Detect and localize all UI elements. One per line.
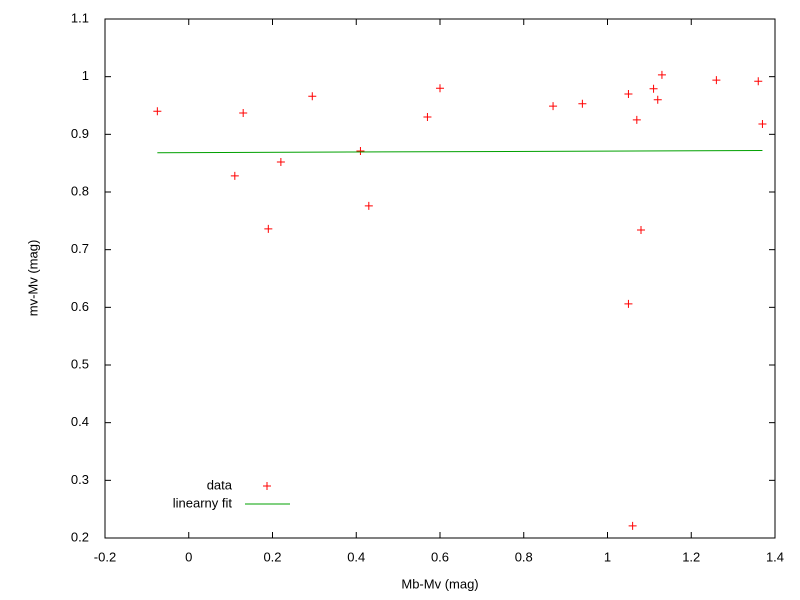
data-point bbox=[628, 521, 637, 530]
y-axis-label: mv-Mv (mag) bbox=[25, 240, 40, 317]
data-point bbox=[230, 171, 239, 180]
data-point bbox=[754, 77, 763, 86]
data-point bbox=[657, 70, 666, 79]
y-tick-label: 0.9 bbox=[71, 126, 89, 141]
x-axis-label: Mb-Mv (mag) bbox=[401, 576, 478, 591]
data-point bbox=[436, 84, 444, 93]
y-tick-label: 0.6 bbox=[71, 299, 89, 314]
data-point bbox=[549, 102, 558, 111]
data-point bbox=[356, 147, 365, 156]
y-tick-label: 0.5 bbox=[71, 356, 89, 371]
data-point bbox=[239, 108, 248, 117]
data-point bbox=[649, 84, 658, 93]
x-tick-label: 0.6 bbox=[431, 549, 449, 564]
fit-line bbox=[157, 149, 763, 154]
y-tick-label: 0.4 bbox=[71, 414, 89, 429]
data-point bbox=[624, 299, 633, 308]
x-tick-label: 1.4 bbox=[766, 549, 784, 564]
data-point bbox=[758, 119, 767, 128]
y-tick-label: 0.7 bbox=[71, 241, 89, 256]
data-point bbox=[624, 89, 633, 98]
data-point bbox=[276, 158, 285, 167]
data-point bbox=[264, 224, 273, 233]
legend-swatch bbox=[263, 482, 271, 490]
legend-label: linearny fit bbox=[173, 495, 233, 510]
data-point bbox=[637, 226, 645, 235]
data-point bbox=[153, 107, 162, 116]
y-tick-label: 1 bbox=[82, 68, 89, 83]
x-tick-label: 0.8 bbox=[515, 549, 533, 564]
data-point bbox=[423, 113, 432, 122]
x-tick-label: -0.2 bbox=[94, 549, 116, 564]
data-point bbox=[364, 201, 373, 210]
data-point bbox=[653, 95, 662, 104]
x-tick-label: 1 bbox=[604, 549, 611, 564]
data-point bbox=[632, 115, 641, 124]
y-tick-label: 0.3 bbox=[71, 472, 89, 487]
data-point bbox=[712, 76, 721, 85]
plot-frame bbox=[104, 18, 776, 539]
x-tick-label: 0.2 bbox=[263, 549, 281, 564]
y-tick-label: 0.2 bbox=[71, 529, 89, 544]
y-tick-label: 0.8 bbox=[71, 183, 89, 198]
legend-label: data bbox=[207, 477, 233, 492]
x-tick-label: 0.4 bbox=[347, 549, 365, 564]
x-tick-label: 0 bbox=[185, 549, 192, 564]
data-point bbox=[578, 99, 587, 108]
data-point bbox=[308, 92, 317, 101]
y-tick-label: 1.1 bbox=[71, 10, 89, 25]
x-tick-label: 1.2 bbox=[682, 549, 700, 564]
